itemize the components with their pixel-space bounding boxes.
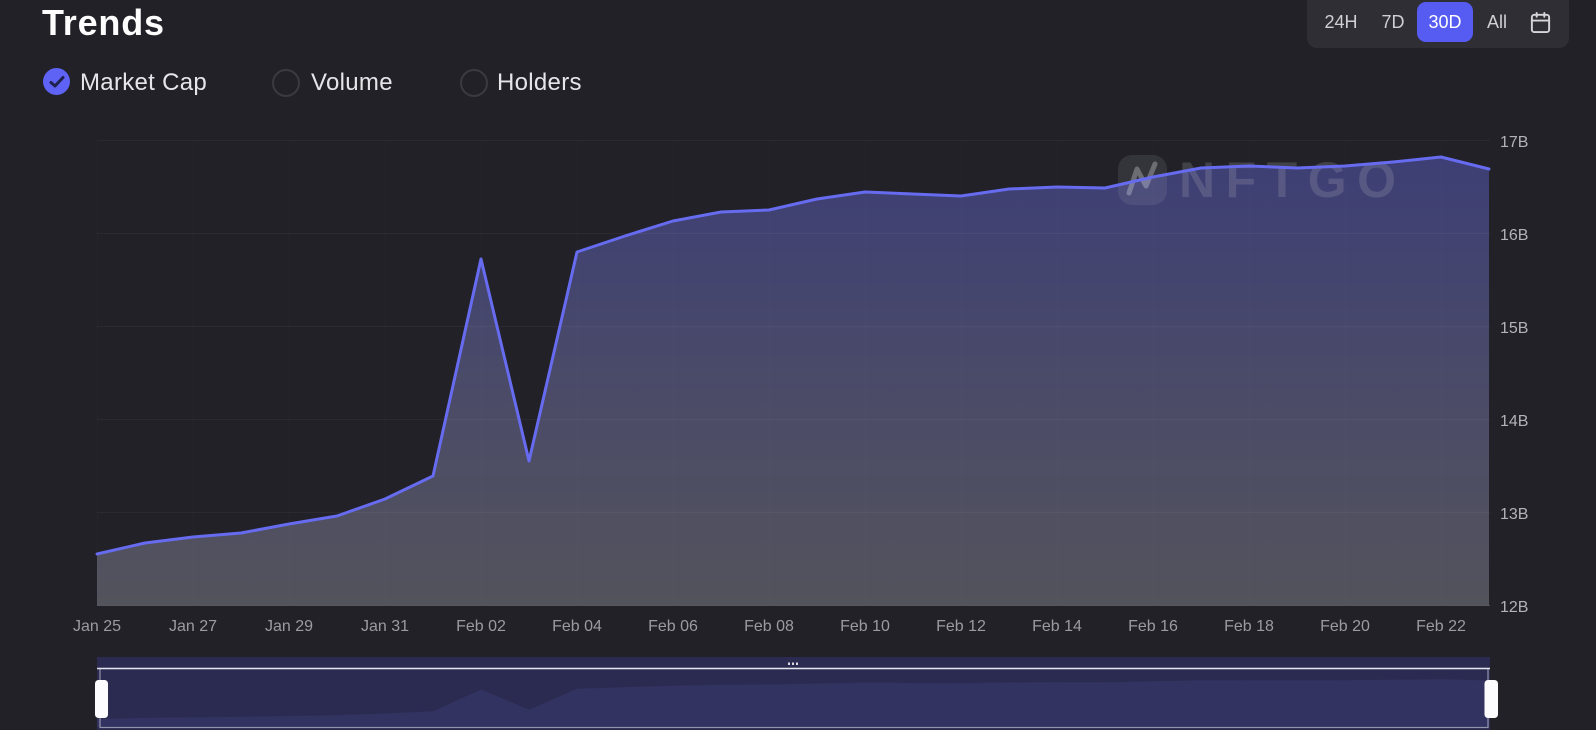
svg-text:Jan 25: Jan 25	[73, 618, 121, 635]
svg-text:Feb 18: Feb 18	[1224, 618, 1274, 635]
svg-text:Feb 06: Feb 06	[648, 618, 698, 635]
svg-text:Jan 29: Jan 29	[265, 618, 313, 635]
svg-text:13B: 13B	[1500, 506, 1528, 523]
svg-text:Feb 12: Feb 12	[936, 618, 986, 635]
svg-text:Feb 10: Feb 10	[840, 618, 890, 635]
svg-text:12B: 12B	[1500, 599, 1528, 616]
svg-text:Feb 16: Feb 16	[1128, 618, 1178, 635]
svg-text:Feb 04: Feb 04	[552, 618, 602, 635]
svg-text:14B: 14B	[1500, 413, 1528, 430]
svg-text:Feb 08: Feb 08	[744, 618, 794, 635]
svg-text:Jan 27: Jan 27	[169, 618, 217, 635]
svg-text:16B: 16B	[1500, 227, 1528, 244]
svg-text:NFTGO: NFTGO	[1179, 152, 1406, 208]
svg-text:Feb 20: Feb 20	[1320, 618, 1370, 635]
svg-text:Feb 22: Feb 22	[1416, 618, 1466, 635]
svg-text:Jan 31: Jan 31	[361, 618, 409, 635]
svg-text:Feb 14: Feb 14	[1032, 618, 1082, 635]
svg-text:Feb 02: Feb 02	[456, 618, 506, 635]
svg-text:15B: 15B	[1500, 320, 1528, 337]
svg-text:17B: 17B	[1500, 134, 1528, 151]
